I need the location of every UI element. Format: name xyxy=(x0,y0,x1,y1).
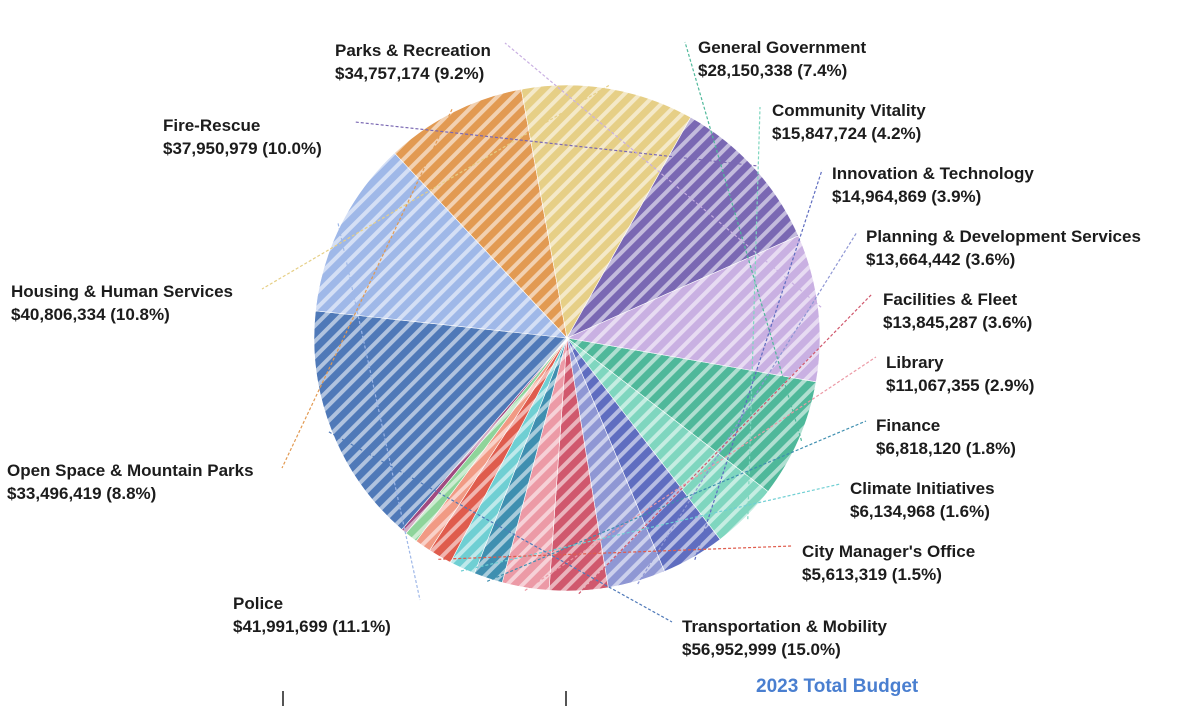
label-name-transportation-mobility: Transportation & Mobility xyxy=(682,617,887,636)
label-value-planning-development-services: $13,664,442 (3.6%) xyxy=(866,250,1015,269)
label-value-city-manager-s-office: $5,613,319 (1.5%) xyxy=(802,565,942,584)
label-name-parks-recreation: Parks & Recreation xyxy=(335,41,491,60)
label-name-facilities-fleet: Facilities & Fleet xyxy=(883,290,1017,309)
leader-line-police xyxy=(337,223,421,601)
pie-slice-general-government[interactable] xyxy=(566,337,817,492)
pie-slice-parks-recreation[interactable] xyxy=(565,235,821,383)
pie-slice-open-space-mountain-parks[interactable] xyxy=(394,88,568,339)
pie-slices xyxy=(313,84,821,592)
label-name-housing-human-services: Housing & Human Services xyxy=(11,282,233,301)
leader-line-fire-rescue xyxy=(354,121,757,167)
pie-slice-transportation-mobility[interactable] xyxy=(313,310,568,531)
leader-line-planning-development-services xyxy=(637,231,858,585)
label-value-open-space-mountain-parks: $33,496,419 (8.8%) xyxy=(7,484,156,503)
label-name-finance: Finance xyxy=(876,416,940,435)
label-value-climate-initiatives: $6,134,968 (1.6%) xyxy=(850,502,990,521)
label-value-library: $11,067,355 (2.9%) xyxy=(886,376,1034,395)
leader-line-finance xyxy=(486,420,867,582)
label-value-community-vitality: $15,847,724 (4.2%) xyxy=(772,124,921,143)
label-name-open-space-mountain-parks: Open Space & Mountain Parks xyxy=(7,461,254,480)
label-value-innovation-technology: $14,964,869 (3.9%) xyxy=(832,187,981,206)
leader-line-innovation-technology xyxy=(694,169,823,560)
pie-slice-housing-human-services[interactable] xyxy=(520,84,692,339)
label-value-housing-human-services: $40,806,334 (10.8%) xyxy=(11,305,170,324)
leader-line-city-manager-s-office xyxy=(438,545,793,560)
label-value-transportation-mobility: $56,952,999 (15.0%) xyxy=(682,640,841,659)
leader-lines xyxy=(261,41,877,623)
label-value-finance: $6,818,120 (1.8%) xyxy=(876,439,1016,458)
label-name-innovation-technology: Innovation & Technology xyxy=(832,164,1034,183)
label-name-fire-rescue: Fire-Rescue xyxy=(163,116,260,135)
leader-line-open-space-mountain-parks xyxy=(281,109,453,469)
label-name-general-government: General Government xyxy=(698,38,867,57)
leader-line-transportation-mobility xyxy=(328,431,673,623)
label-name-climate-initiatives: Climate Initiatives xyxy=(850,479,995,498)
label-name-planning-development-services: Planning & Development Services xyxy=(866,227,1141,246)
label-name-community-vitality: Community Vitality xyxy=(772,101,926,120)
label-name-police: Police xyxy=(233,594,283,613)
leader-line-housing-human-services xyxy=(261,84,610,290)
pie-slice-fire-rescue[interactable] xyxy=(566,116,799,339)
label-value-general-government: $28,150,338 (7.4%) xyxy=(698,61,847,80)
slice-labels: General Government $28,150,338 (7.4%) Comm… xyxy=(7,38,1141,659)
leader-line-community-vitality xyxy=(747,106,761,520)
chart-title: 2023 Total Budget xyxy=(756,676,919,697)
label-value-fire-rescue: $37,950,979 (10.0%) xyxy=(163,139,322,158)
label-value-parks-recreation: $34,757,174 (9.2%) xyxy=(335,64,484,83)
label-value-facilities-fleet: $13,845,287 (3.6%) xyxy=(883,313,1032,332)
label-value-police: $41,991,699 (11.1%) xyxy=(233,617,391,636)
axis-tick-right xyxy=(565,691,567,706)
label-name-city-manager-s-office: City Manager's Office xyxy=(802,542,975,561)
label-name-library: Library xyxy=(886,353,944,372)
pie-slice-police[interactable] xyxy=(315,152,568,339)
axis-tick-left xyxy=(282,691,284,706)
leader-line-library xyxy=(524,356,877,591)
leader-line-parks-recreation xyxy=(504,42,822,308)
